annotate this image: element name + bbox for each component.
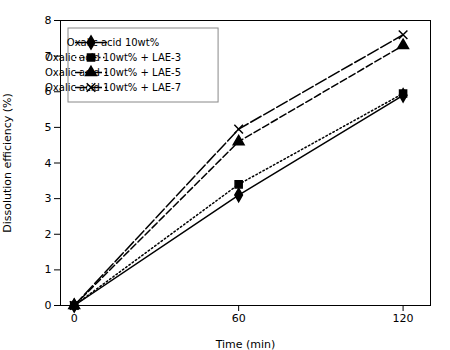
svg-text:8: 8	[45, 14, 52, 27]
svg-text:5: 5	[45, 121, 52, 134]
svg-text:3: 3	[45, 192, 52, 205]
svg-text:Oxalic acid 10wt% + LAE-5: Oxalic acid 10wt% + LAE-5	[45, 67, 181, 78]
svg-text:Oxalic acid 10wt%: Oxalic acid 10wt%	[67, 37, 159, 48]
svg-text:Oxalic acid 10wt% + LAE-3: Oxalic acid 10wt% + LAE-3	[45, 52, 181, 63]
svg-text:1: 1	[45, 263, 52, 276]
svg-text:0: 0	[45, 299, 52, 312]
svg-text:60: 60	[232, 312, 246, 325]
svg-text:2: 2	[45, 228, 52, 241]
svg-text:4: 4	[45, 157, 52, 170]
svg-text:Dissolution efficiency (%): Dissolution efficiency (%)	[1, 93, 14, 233]
svg-text:0: 0	[71, 312, 78, 325]
svg-text:Oxalic acid 10wt% + LAE-7: Oxalic acid 10wt% + LAE-7	[45, 82, 181, 93]
svg-text:120: 120	[393, 312, 414, 325]
svg-text:Time (min): Time (min)	[215, 338, 276, 350]
